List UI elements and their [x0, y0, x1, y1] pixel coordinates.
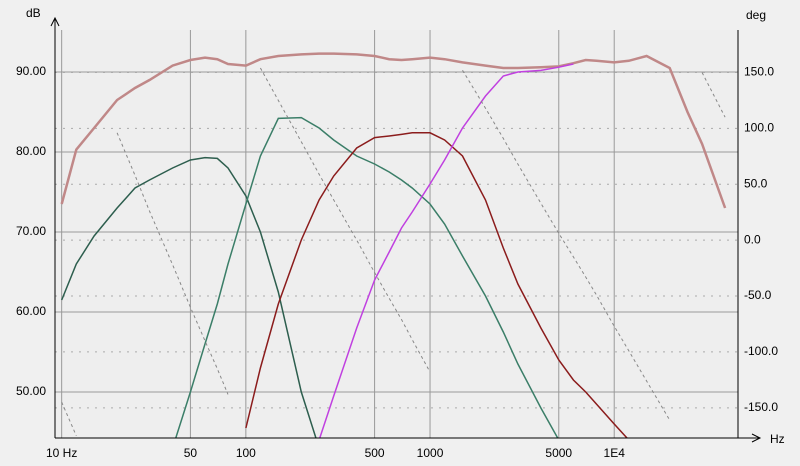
series-line [61, 67, 726, 436]
series-line [61, 156, 317, 438]
y-axis-title: dB [26, 6, 41, 20]
series-line [245, 132, 628, 438]
lines [60, 52, 727, 438]
plot-area [55, 30, 738, 438]
series-line [60, 52, 727, 209]
y2-tick-label: 100.0 [744, 121, 774, 135]
y-tick-label: 90.00 [16, 64, 46, 78]
y-tick-label: 70.00 [16, 224, 46, 238]
y-tick-label: 80.00 [16, 144, 46, 158]
y2-tick-label: 150.0 [744, 65, 774, 79]
y2-tick-label: 0.0 [744, 232, 761, 246]
x-tick-label: 1E4 [604, 446, 626, 460]
y-arrow [50, 16, 60, 27]
y-tick-label: 50.00 [16, 384, 46, 398]
y2-tick-label: -100.0 [744, 344, 778, 358]
x-axis-title: Hz [770, 432, 785, 446]
x-tick-label: 1000 [417, 446, 444, 460]
x-tick-label: 100 [236, 446, 256, 460]
x-tick-label: 10 Hz [46, 446, 77, 460]
series-line [174, 116, 559, 438]
y2-tick-label: 50.0 [744, 176, 768, 190]
x-arrow [751, 433, 762, 443]
x-tick-label: 5000 [545, 446, 572, 460]
y2-tick-label: -50.0 [744, 288, 772, 302]
x-tick-label: 500 [365, 446, 385, 460]
grid [55, 30, 738, 438]
y2-axis-title: deg [746, 8, 766, 22]
y2-tick-label: -150.0 [744, 400, 778, 414]
x-tick-label: 50 [184, 446, 198, 460]
series-line [318, 63, 574, 438]
y-tick-label: 60.00 [16, 304, 46, 318]
